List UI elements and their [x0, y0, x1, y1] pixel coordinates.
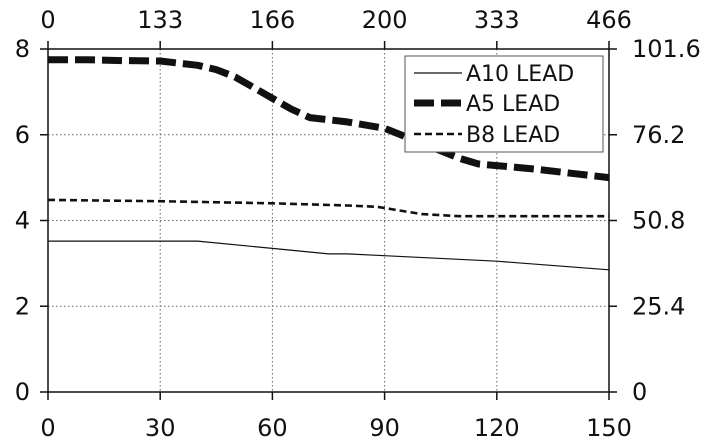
y-left-tick-label: 2: [15, 292, 30, 320]
x-top-tick-label: 333: [474, 6, 520, 34]
series-line-a5-lead: [48, 56, 610, 182]
y-right-tick-label: 50.8: [632, 207, 685, 235]
x-top-tick-label: 0: [40, 6, 55, 34]
y-left-tick-label: 0: [15, 378, 30, 406]
x-top-tick-label: 200: [362, 6, 408, 34]
y-right-tick-label: 0: [632, 378, 647, 406]
x-bottom-tick-label: 30: [145, 414, 176, 442]
x-top-tick-label: 466: [586, 6, 632, 34]
y-left-tick-label: 4: [15, 207, 30, 235]
y-right-tick-label: 76.2: [632, 121, 685, 149]
x-bottom-tick-label: 150: [586, 414, 632, 442]
series-line-a10-lead: [48, 240, 610, 271]
legend-label-a10: A10 LEAD: [466, 62, 574, 87]
series-layer: [47, 56, 610, 271]
legend: A10 LEAD A5 LEAD B8 LEAD: [404, 55, 604, 153]
x-bottom-tick-label: 120: [474, 414, 520, 442]
y-left-tick-label: 8: [15, 35, 30, 63]
x-top-tick-label: 133: [137, 6, 183, 34]
x-bottom-tick-label: 60: [257, 414, 288, 442]
y-right-tick-label: 101.6: [632, 35, 701, 63]
x-bottom-tick-label: 0: [40, 414, 55, 442]
y-right-tick-label: 25.4: [632, 292, 685, 320]
x-bottom-tick-label: 90: [369, 414, 400, 442]
x-top-tick-label: 166: [249, 6, 295, 34]
y-left-tick-label: 6: [15, 121, 30, 149]
legend-box: [404, 55, 604, 153]
legend-label-b8: B8 LEAD: [466, 123, 560, 148]
series-line-b8-lead: [47, 198, 609, 218]
legend-label-a5: A5 LEAD: [466, 92, 560, 117]
